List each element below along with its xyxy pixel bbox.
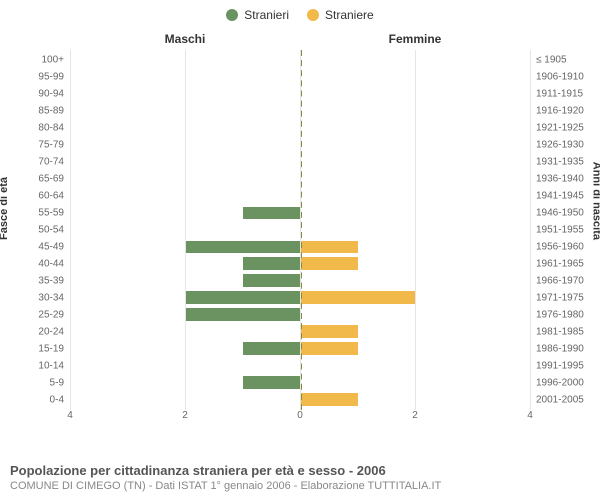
- legend-label-female: Straniere: [325, 8, 374, 22]
- gridline: [300, 50, 301, 410]
- age-label: 60-64: [10, 191, 70, 202]
- bar-male[interactable]: [185, 241, 300, 254]
- age-label: 5-9: [10, 377, 70, 388]
- age-label: 70-74: [10, 157, 70, 168]
- age-label: 80-84: [10, 123, 70, 134]
- plot-area: 100+≤ 190595-991906-191090-941911-191585…: [70, 50, 530, 410]
- birth-year-label: 1911-1915: [530, 89, 590, 100]
- age-label: 30-34: [10, 292, 70, 303]
- age-label: 55-59: [10, 208, 70, 219]
- birth-year-label: 1971-1975: [530, 292, 590, 303]
- birth-year-label: ≤ 1905: [530, 55, 590, 66]
- bar-male[interactable]: [243, 207, 301, 220]
- birth-year-label: 1921-1925: [530, 123, 590, 134]
- gridline: [70, 50, 71, 410]
- legend-item-male[interactable]: Stranieri: [226, 8, 289, 22]
- legend: Stranieri Straniere: [0, 0, 600, 30]
- birth-year-label: 1951-1955: [530, 225, 590, 236]
- x-axis: 4 2 0 2 4: [70, 410, 530, 430]
- chart: Fasce di età Anni di nascita 100+≤ 19059…: [0, 50, 600, 430]
- chart-subtitle: COMUNE DI CIMEGO (TN) - Dati ISTAT 1° ge…: [10, 480, 590, 492]
- age-label: 20-24: [10, 326, 70, 337]
- bar-female[interactable]: [300, 291, 415, 304]
- age-label: 85-89: [10, 106, 70, 117]
- column-header-female: Femmine: [300, 32, 530, 46]
- birth-year-label: 1956-1960: [530, 241, 590, 252]
- bar-female[interactable]: [300, 342, 358, 355]
- x-tick: 4: [527, 410, 533, 421]
- age-label: 45-49: [10, 241, 70, 252]
- legend-label-male: Stranieri: [244, 8, 289, 22]
- birth-year-label: 1961-1965: [530, 258, 590, 269]
- column-header-male: Maschi: [70, 32, 300, 46]
- age-label: 90-94: [10, 89, 70, 100]
- bar-male[interactable]: [185, 291, 300, 304]
- birth-year-label: 1966-1970: [530, 275, 590, 286]
- legend-swatch-female: [307, 9, 319, 21]
- x-tick: 4: [67, 410, 73, 421]
- bar-male[interactable]: [243, 257, 301, 270]
- legend-swatch-male: [226, 9, 238, 21]
- y-axis-left-title: Fasce di età: [0, 177, 10, 240]
- birth-year-label: 1936-1940: [530, 174, 590, 185]
- gridline: [530, 50, 531, 410]
- birth-year-label: 1906-1910: [530, 72, 590, 83]
- birth-year-label: 1996-2000: [530, 377, 590, 388]
- age-label: 35-39: [10, 275, 70, 286]
- bar-male[interactable]: [185, 308, 300, 321]
- x-tick: 0: [297, 410, 303, 421]
- age-label: 10-14: [10, 360, 70, 371]
- birth-year-label: 1931-1935: [530, 157, 590, 168]
- bar-female[interactable]: [300, 325, 358, 338]
- gridline: [415, 50, 416, 410]
- column-headers: Maschi Femmine: [70, 32, 530, 46]
- bar-male[interactable]: [243, 342, 301, 355]
- bar-female[interactable]: [300, 257, 358, 270]
- gridline: [185, 50, 186, 410]
- birth-year-label: 1946-1950: [530, 208, 590, 219]
- birth-year-label: 1976-1980: [530, 309, 590, 320]
- bar-female[interactable]: [300, 393, 358, 406]
- y-axis-right-title: Anni di nascita: [590, 162, 600, 240]
- bar-female[interactable]: [300, 241, 358, 254]
- bar-male[interactable]: [243, 274, 301, 287]
- age-label: 15-19: [10, 343, 70, 354]
- birth-year-label: 1986-1990: [530, 343, 590, 354]
- x-tick: 2: [182, 410, 188, 421]
- birth-year-label: 1916-1920: [530, 106, 590, 117]
- age-label: 40-44: [10, 258, 70, 269]
- age-label: 50-54: [10, 225, 70, 236]
- age-label: 95-99: [10, 72, 70, 83]
- chart-title: Popolazione per cittadinanza straniera p…: [10, 463, 590, 478]
- age-label: 75-79: [10, 140, 70, 151]
- footer: Popolazione per cittadinanza straniera p…: [10, 463, 590, 492]
- birth-year-label: 1941-1945: [530, 191, 590, 202]
- birth-year-label: 2001-2005: [530, 394, 590, 405]
- age-label: 100+: [10, 55, 70, 66]
- age-label: 65-69: [10, 174, 70, 185]
- birth-year-label: 1926-1930: [530, 140, 590, 151]
- birth-year-label: 1991-1995: [530, 360, 590, 371]
- bar-male[interactable]: [243, 376, 301, 389]
- age-label: 0-4: [10, 394, 70, 405]
- legend-item-female[interactable]: Straniere: [307, 8, 374, 22]
- x-tick: 2: [412, 410, 418, 421]
- age-label: 25-29: [10, 309, 70, 320]
- birth-year-label: 1981-1985: [530, 326, 590, 337]
